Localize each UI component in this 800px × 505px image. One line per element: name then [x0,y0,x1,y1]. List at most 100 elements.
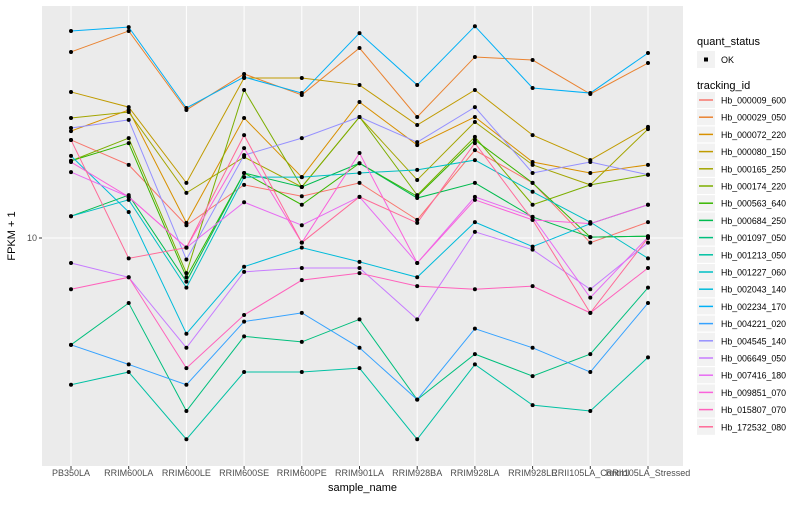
y-axis-title: FPKM + 1 [6,211,18,260]
data-point [530,214,535,219]
data-point [530,180,535,185]
data-point [646,61,650,66]
plot-panel [42,6,683,466]
data-point [184,382,189,387]
data-point [357,180,362,185]
x-tick-label: RRIM600LA [104,468,153,478]
data-point [472,105,477,110]
data-point [126,117,131,122]
data-point [357,194,362,199]
data-point [415,275,420,280]
data-point [357,271,362,276]
data-point [588,352,593,357]
data-point [242,170,247,175]
data-point [69,115,73,120]
data-point [530,85,535,90]
data-point [184,275,189,280]
legend-label: Hb_004221_020 [721,319,786,329]
legend-label: Hb_000029_050 [721,113,786,123]
data-point [242,153,247,158]
data-point [530,403,535,408]
data-point [415,143,420,148]
data-point [126,162,131,167]
legend-label: Hb_000165_250 [721,164,786,174]
legend-label: Hb_001227_060 [721,268,786,278]
x-tick-label: RRII105LA_Stressed [606,468,691,478]
data-point [472,287,477,292]
data-point [184,409,189,414]
data-point [299,223,304,228]
data-point [69,342,73,347]
data-point [357,150,362,155]
data-point [415,167,420,172]
data-point [415,437,420,442]
x-tick-label: RRIM928BA [392,468,442,478]
data-point [184,437,189,442]
data-point [299,136,304,141]
data-point [69,129,73,134]
data-point [69,160,73,165]
legend-label: Hb_004545_140 [721,336,786,346]
legend-label: Hb_000009_600 [721,96,786,106]
data-point [588,235,593,240]
data-point [472,197,477,202]
data-point [472,326,477,331]
data-point [357,265,362,270]
data-point [357,317,362,322]
data-point [415,196,420,201]
data-point [184,271,189,276]
x-tick-label: RRIM901LA [335,468,384,478]
data-point [357,83,362,88]
data-point [530,284,535,289]
data-point [646,285,650,290]
data-point [472,362,477,367]
data-point [184,220,189,225]
data-point [126,275,131,280]
data-point [69,287,73,292]
data-point [242,146,247,151]
data-point [69,214,73,219]
data-point [299,310,304,315]
data-point [646,256,650,261]
data-point [472,87,477,92]
data-point [242,264,247,269]
data-point [357,161,362,166]
x-tick-label: RRIM600LE [162,468,211,478]
data-point [415,317,420,322]
data-point [69,137,73,142]
data-point [415,397,420,402]
data-point [184,285,189,290]
data-point [242,87,247,92]
x-tick-label: PB350LA [52,468,90,478]
data-point [588,370,593,375]
data-point [69,382,73,387]
data-point [415,83,420,88]
legend-label: Hb_002234_170 [721,302,786,312]
data-point [472,229,477,234]
data-point [646,355,650,360]
data-point [646,162,650,167]
data-point [646,220,650,225]
data-point [242,115,247,120]
data-point [530,217,535,222]
data-point [299,91,304,96]
data-point [646,202,650,207]
data-point [126,209,131,214]
data-point [242,269,247,274]
data-point [646,172,650,177]
data-point [184,331,189,336]
x-tick-label: RRIM600PE [277,468,327,478]
data-point [357,46,362,51]
data-point [646,265,650,270]
data-point [472,134,477,139]
data-point [588,170,593,175]
data-point [184,366,189,371]
x-axis-title: sample_name [328,482,397,494]
data-point [299,240,304,245]
data-point [415,261,420,266]
data-point [415,220,420,225]
data-point [242,71,247,76]
data-point [588,310,593,315]
legend-label: Hb_015807_070 [721,405,786,415]
data-point [530,247,535,252]
